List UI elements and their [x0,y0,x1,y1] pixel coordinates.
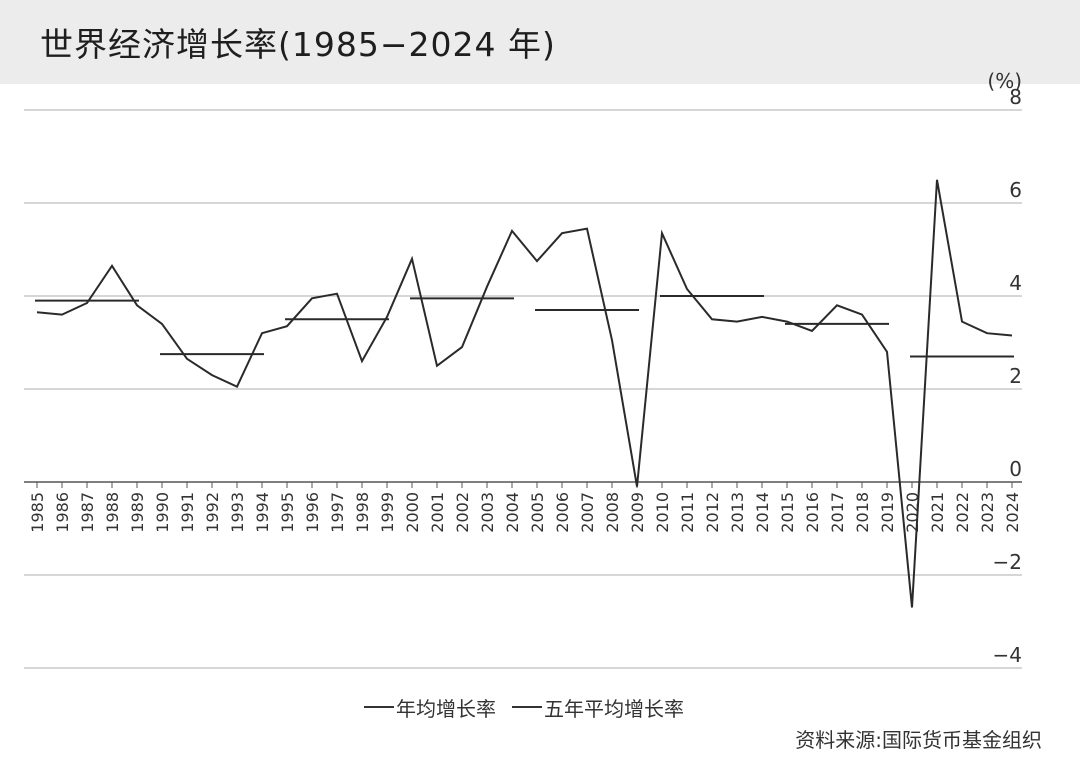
x-tick-label: 2021 [928,492,947,533]
x-tick-label: 2009 [628,492,647,533]
x-tick-label: 1989 [128,492,147,533]
legend-item-five-year: 五年平均增长率 [512,693,684,722]
x-tick-label: 1985 [28,492,47,533]
chart-title: 世界经济增长率(1985−2024 年) [40,25,556,64]
five-year-average-series [35,295,1014,358]
x-tick-label: 2022 [953,492,972,533]
x-tick-label: 1998 [353,492,372,533]
x-tick-label: 2001 [428,492,447,533]
x-tick-label: 1995 [278,492,297,533]
y-tick-label: 6 [1009,178,1022,202]
y-unit-label: (%) [987,69,1022,93]
legend-label-annual: 年均增长率 [396,696,496,721]
y-tick-labels: 8 6 4 2 0 −2 −4 [993,85,1022,667]
source-note: 资料来源:国际货币基金组织 [795,728,1042,752]
x-tick-label: 1990 [153,492,172,533]
x-tick-label: 1986 [53,492,72,533]
x-tick-label: 2024 [1003,492,1022,533]
x-tick-label: 2019 [878,492,897,533]
x-tick-label: 2008 [603,492,622,533]
annual-growth-series [36,179,1013,608]
x-tick-label: 2003 [478,492,497,533]
x-tick-label: 2011 [678,492,697,533]
x-tick-label: 1988 [103,492,122,533]
x-tick-label: 2016 [803,492,822,533]
x-tick-label: 1987 [78,492,97,533]
y-tick-label: −4 [993,643,1022,667]
y-tick-label: −2 [993,550,1022,574]
legend-label-five-year: 五年平均增长率 [544,696,684,721]
x-tick-label: 1996 [303,492,322,533]
legend-item-annual: 年均增长率 [364,693,496,722]
x-tick-label: 2023 [978,492,997,533]
legend-swatch-annual [364,706,394,708]
x-tick-label: 2005 [528,492,547,533]
y-tick-label: 2 [1009,364,1022,388]
x-tick-label: 2017 [828,492,847,533]
x-tick-label: 2000 [403,492,422,533]
x-tick-label: 2014 [753,492,772,533]
y-tick-label: 0 [1009,457,1022,481]
x-tick-label: 2013 [728,492,747,533]
annual-growth-line [36,179,1013,608]
legend: 年均增长率 五年平均增长率 [364,693,700,722]
x-tick-label: 1999 [378,492,397,533]
x-tick-label: 2012 [703,492,722,533]
x-tick-label: 2010 [653,492,672,533]
x-tick-label: 2007 [578,492,597,533]
x-tick-label: 1993 [228,492,247,533]
x-tick-label: 2004 [503,492,522,533]
x-tick-label: 2015 [778,492,797,533]
grid-lines [24,109,1022,669]
y-tick-label: 4 [1009,271,1022,295]
x-tick-label: 2002 [453,492,472,533]
x-tick-labels: 1985 1986 1987 1988 1989 1990 1991 1992 1993 1994… [28,482,1022,533]
title-bar: 世界经济增长率(1985−2024 年) [0,0,1080,84]
x-tick-label: 1991 [178,492,197,533]
x-tick-label: 1997 [328,492,347,533]
x-tick-label: 2018 [853,492,872,533]
x-tick-label: 1994 [253,492,272,533]
x-tick-label: 1992 [203,492,222,533]
legend-swatch-five-year [512,706,542,708]
y-tick-label: 8 [1009,85,1022,109]
x-tick-label: 2006 [553,492,572,533]
